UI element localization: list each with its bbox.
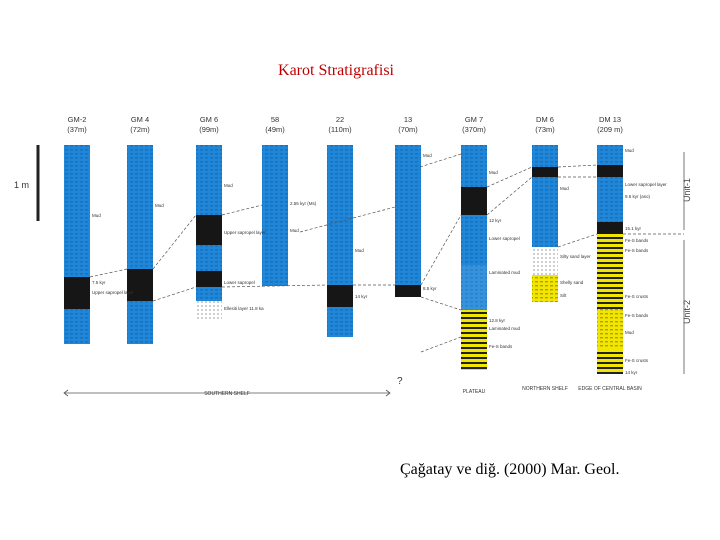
core-stratigraphy-figure: 1 m GM-2 (37m) GM 4 (72m) GM 6 (99m) 58 … (14, 115, 692, 397)
annotation: Upper sapropel layer (92, 290, 134, 295)
unit-label: Unit-1 (682, 178, 692, 202)
core-column (532, 145, 558, 302)
core-headers: GM-2 (37m) GM 4 (72m) GM 6 (99m) 58 (49m… (67, 115, 623, 134)
core-name: GM 7 (465, 115, 483, 124)
annotation: Laminated mud (489, 270, 521, 275)
core-length: (73m) (535, 125, 555, 134)
annotation: 12.8 kyr (489, 318, 506, 323)
annotation: 2.55 kyr (Ms) (290, 201, 317, 206)
core-column (196, 145, 222, 319)
core-name: 58 (271, 115, 279, 124)
slide-title: Karot Stratigrafisi (278, 62, 394, 79)
annotation: Fe-S crusts (625, 294, 649, 299)
annotation: Upper sapropel layer (224, 230, 266, 235)
core-name: GM-2 (68, 115, 87, 124)
annotation: Mud (489, 170, 498, 175)
annotation: Mud (155, 203, 164, 208)
annotation: Mud (625, 330, 634, 335)
core-column (597, 145, 623, 374)
annotation: Mud (423, 153, 432, 158)
basin-labels (63, 389, 391, 397)
core-name: DM 6 (536, 115, 554, 124)
core-length: (49m) (265, 125, 285, 134)
core-name: GM 6 (200, 115, 218, 124)
core-column (127, 145, 153, 344)
core-column (262, 145, 288, 286)
scale-bar: 1 m (14, 145, 40, 221)
core-column (327, 145, 353, 337)
annotation: Silt (560, 293, 567, 298)
core-name: DM 13 (599, 115, 621, 124)
annotation: Silty sand layer (560, 254, 591, 259)
core-length: (99m) (199, 125, 219, 134)
core-column (461, 145, 487, 370)
unit-brackets (623, 152, 685, 374)
scale-label: 1 m (14, 180, 29, 190)
annotation: 14 kyr (355, 294, 368, 299)
core-name: 13 (404, 115, 412, 124)
annotation: Lower sapropel (489, 236, 520, 241)
core-length: (70m) (398, 125, 418, 134)
annotation: Fe-S bands (625, 238, 649, 243)
basin-label-texts: SOUTHERN SHELF PLATEAU NORTHERN SHELF ED… (204, 386, 642, 397)
unit-label: Unit-2 (682, 300, 692, 324)
basin-label: SOUTHERN SHELF (204, 391, 250, 397)
annotation: Laminated mud (489, 326, 521, 331)
citation: Çağatay ve diğ. (2000) Mar. Geol. (400, 461, 620, 478)
core-name: GM 4 (131, 115, 149, 124)
annotation: Mud (92, 213, 101, 218)
annotation: Fe-S bands (625, 248, 649, 253)
core-column (64, 145, 90, 344)
core-column (395, 145, 421, 297)
core-length: (37m) (67, 125, 87, 134)
annotation: Fe-S crusts (625, 358, 649, 363)
core-length: (72m) (130, 125, 150, 134)
basin-label: EDGE OF CENTRAL BASIN (578, 386, 642, 392)
annotation: Mud (560, 186, 569, 191)
annotation: 15.1 kyr (625, 226, 642, 231)
annotation: Mud (224, 183, 233, 188)
core-annotations: Mud Mud Mud Mud Mud Mud Mud Mud Mud Mud … (92, 148, 667, 375)
core-name: 22 (336, 115, 344, 124)
core-length: (209 m) (597, 125, 623, 134)
annotation: Mud (625, 148, 634, 153)
annotation: Lower sapropel layer (625, 182, 667, 187)
annotation: 14 kyr (625, 370, 638, 375)
correlation-lines (89, 153, 598, 353)
annotation: Mud (355, 248, 364, 253)
basin-label: PLATEAU (463, 389, 486, 395)
annotation: 8.5 kyr (423, 286, 437, 291)
annotation: Lower sapropel (224, 280, 255, 285)
question-mark: ? (397, 376, 403, 387)
core-length: (110m) (328, 125, 352, 134)
basin-label: NORTHERN SHELF (522, 386, 568, 392)
annotation: 12 kyr (489, 218, 502, 223)
annotation: 7.5 kyr (92, 280, 106, 285)
annotation: Shelly sand (560, 280, 584, 285)
annotation: 9.5 kyr (aso) (625, 194, 651, 199)
annotation: Mud (290, 228, 299, 233)
annotation: Ellesiti layer 11.8 ka (224, 306, 264, 311)
annotation: Fe-S bands (489, 344, 513, 349)
annotation: Fe-S bands (625, 313, 649, 318)
core-length: (370m) (462, 125, 486, 134)
